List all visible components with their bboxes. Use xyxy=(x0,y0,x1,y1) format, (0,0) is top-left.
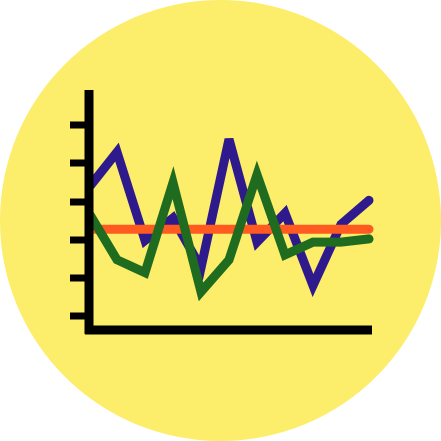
chart-series xyxy=(84,138,374,302)
series-purple-line xyxy=(84,138,374,298)
series-green-line xyxy=(84,160,374,302)
